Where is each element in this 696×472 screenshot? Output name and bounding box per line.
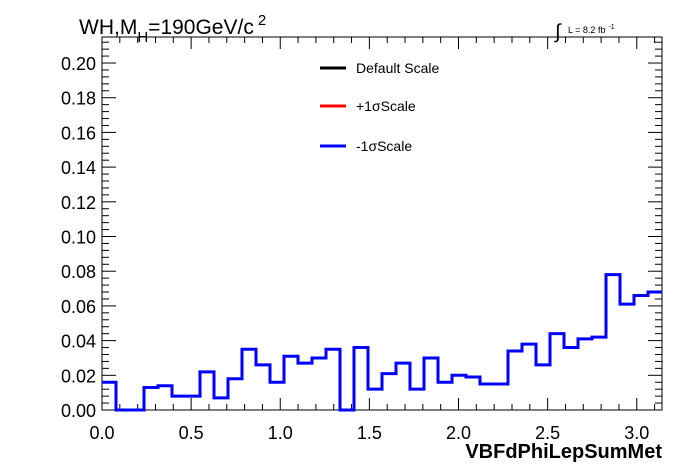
x-tick-label: 3.0 (624, 423, 649, 443)
series-minus-1sigma-histogram (102, 273, 662, 412)
lumi-integral: ∫ (554, 21, 562, 43)
y-tick-label: 0.06 (61, 297, 96, 317)
x-tick-label: 1.0 (268, 423, 293, 443)
legend-label-default: Default Scale (356, 60, 439, 76)
x-axis-label: VBFdPhiLepSumMet (465, 441, 662, 463)
x-tick-label: 2.5 (535, 423, 560, 443)
y-tick-label: 0.02 (61, 366, 96, 386)
x-tick-label: 0.5 (179, 423, 204, 443)
plot-frame (101, 36, 663, 411)
tick-labels: 0.00 0.02 0.04 0.06 0.08 0.10 0.12 0.14 0.16 0.18… (61, 54, 649, 443)
y-tick-label: 0.14 (61, 158, 96, 178)
lumi-text-main: L = 8.2 fb (568, 25, 605, 35)
y-tick-label: 0.08 (61, 262, 96, 282)
legend-label-minus1sigma: -1σScale (356, 138, 412, 154)
lumi-text: L = 8.2 fb -1 (568, 24, 615, 35)
axis-ticks (101, 37, 662, 411)
legend: Default Scale +1σScale -1σScale (320, 60, 439, 154)
y-tick-label: 0.12 (61, 193, 96, 213)
legend-label-plus1sigma: +1σScale (356, 98, 416, 114)
y-tick-label: 0.18 (61, 89, 96, 109)
y-tick-label: 0.16 (61, 123, 96, 143)
x-tick-label: 1.5 (357, 423, 382, 443)
x-tick-label: 2.0 (446, 423, 471, 443)
chart-title-rest: =190GeV/c (148, 16, 254, 39)
y-tick-label: 0.20 (61, 54, 96, 74)
x-tick-label: 0.0 (89, 423, 114, 443)
chart-title-sup: 2 (258, 12, 266, 29)
chart-title-main: WH,M (79, 16, 137, 39)
y-tick-label: 0.04 (61, 332, 96, 352)
y-tick-label: 0.00 (61, 401, 96, 421)
y-tick-label: 0.10 (61, 228, 96, 248)
lumi-text-sup: -1 (608, 24, 614, 31)
